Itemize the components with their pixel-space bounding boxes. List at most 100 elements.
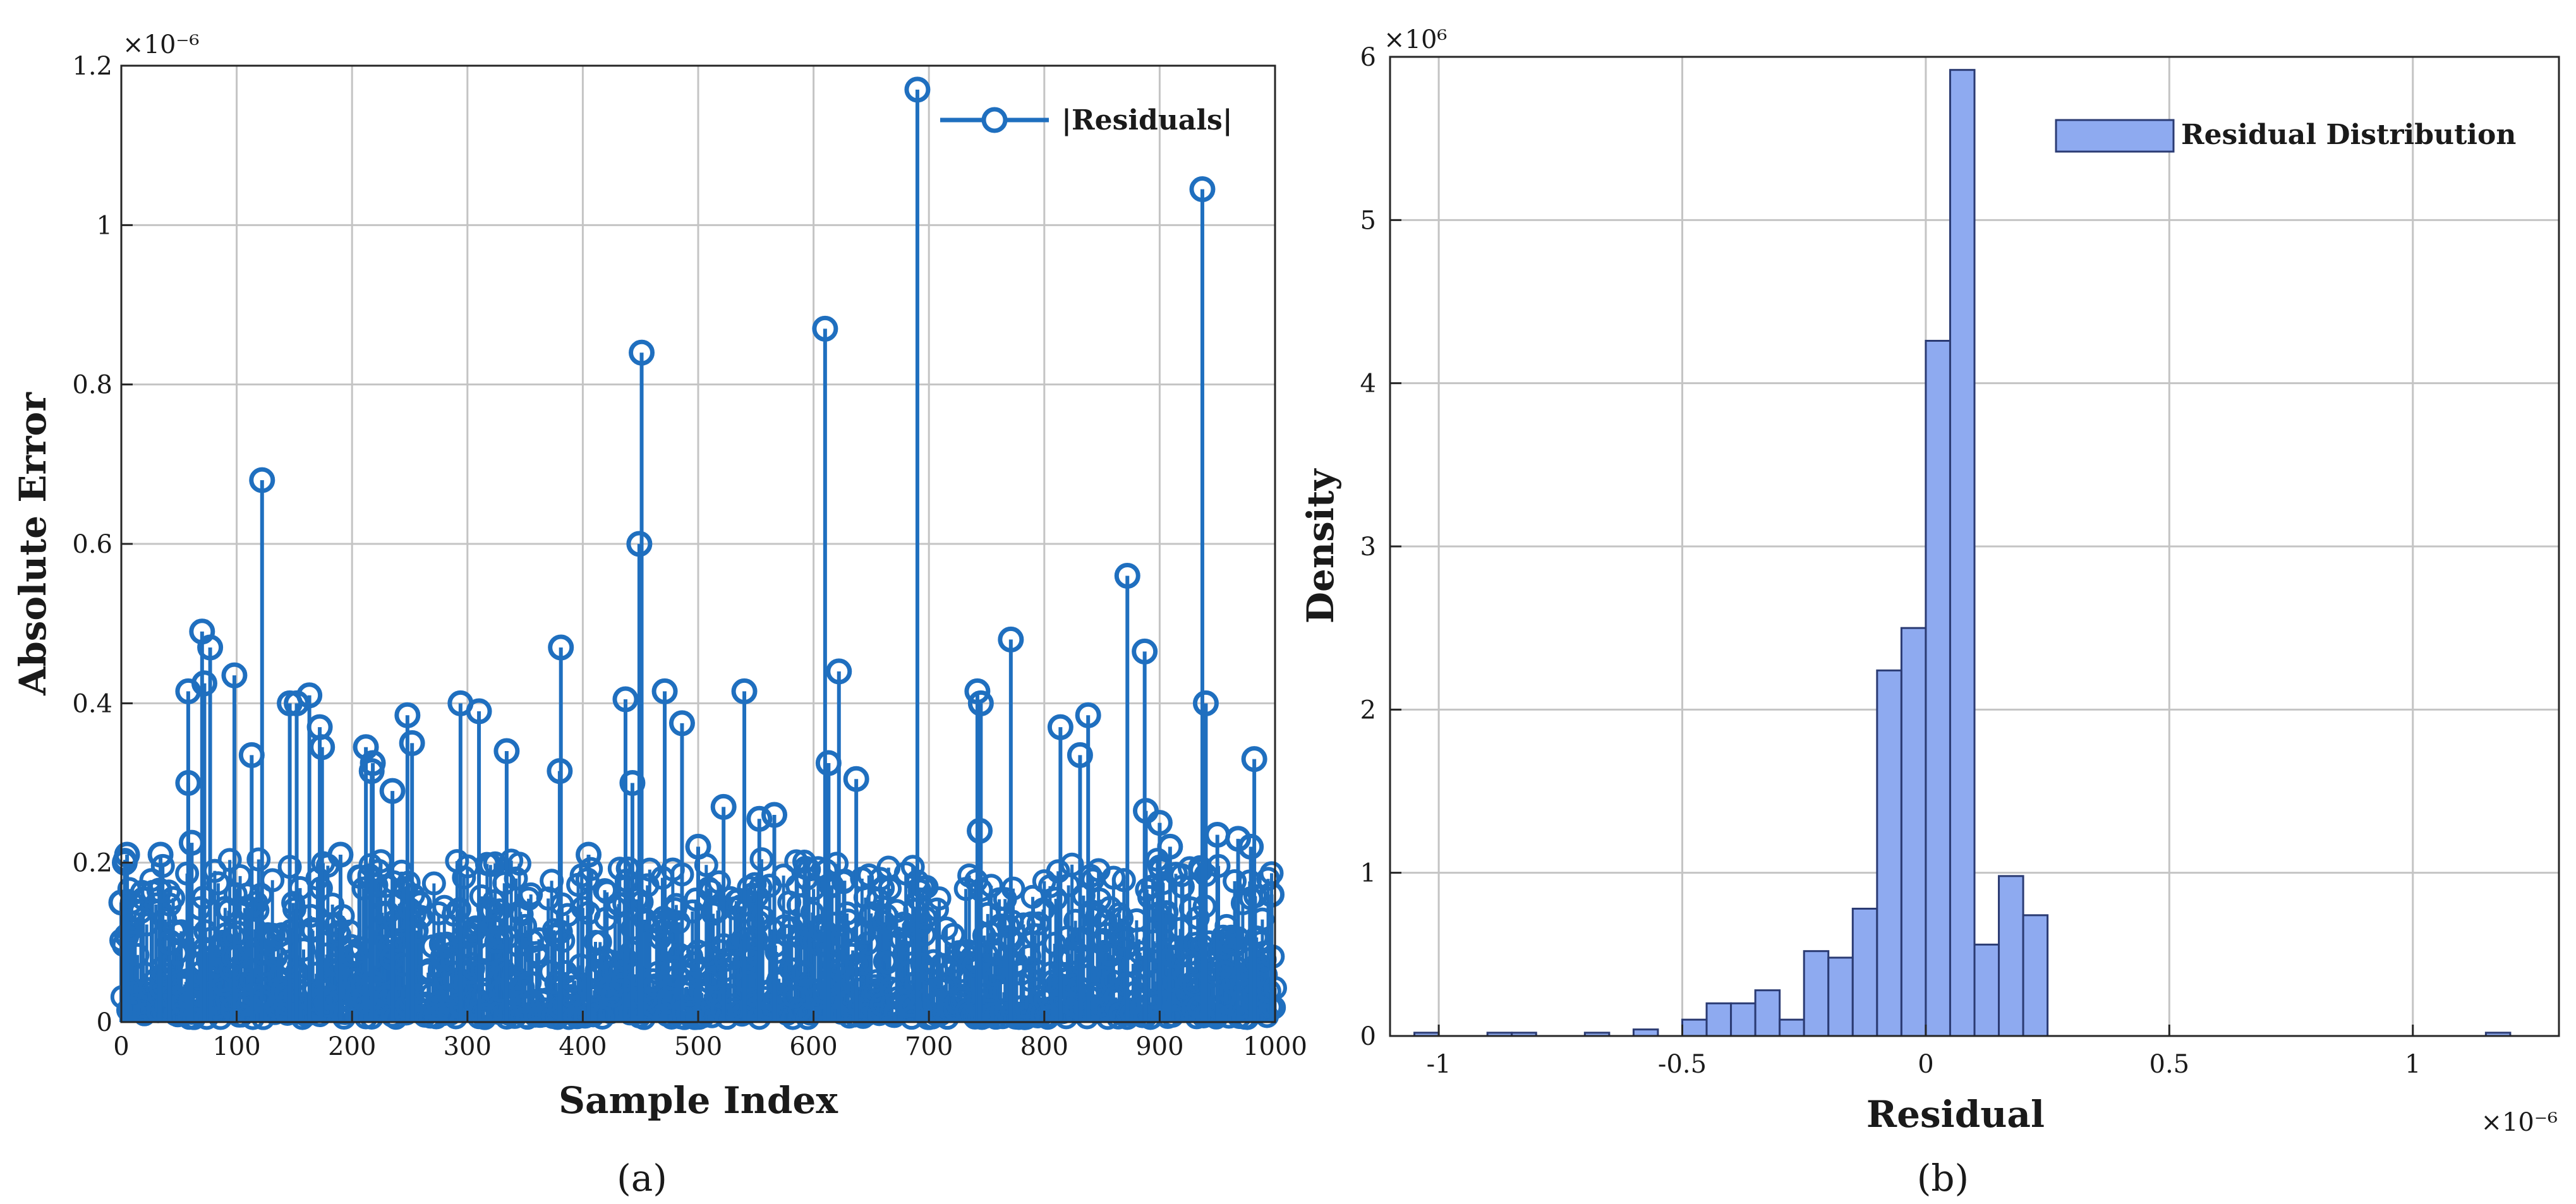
stem-marker <box>815 750 842 776</box>
stem-marker <box>1114 562 1140 589</box>
stem-marker <box>1146 810 1173 836</box>
stem-marker <box>927 886 952 911</box>
y-axis-label: Absolute Error <box>11 392 54 696</box>
stem-marker <box>706 898 730 923</box>
legend-entry: |Residuals| <box>1061 104 1233 136</box>
stem-marker <box>579 857 603 881</box>
x-tick-label: 600 <box>789 1032 837 1061</box>
stem-marker <box>551 929 576 953</box>
legend-swatch <box>2055 119 2175 153</box>
stem-marker <box>378 934 402 958</box>
stem-marker <box>991 980 1016 1004</box>
stem-series <box>108 76 1287 1030</box>
stem-marker <box>1157 833 1183 860</box>
stem-marker <box>161 886 186 910</box>
stem-marker <box>996 914 1021 939</box>
stem-marker <box>761 802 788 828</box>
stem-marker <box>358 758 385 785</box>
stem-marker <box>900 855 925 879</box>
stem-marker <box>441 902 466 927</box>
stem-marker <box>246 847 271 872</box>
stem-marker <box>1241 746 1267 773</box>
stem-marker <box>461 956 485 981</box>
stem-marker <box>114 841 140 868</box>
stem-marker <box>1192 690 1219 716</box>
x-axis-label: Sample Index <box>559 1079 838 1122</box>
y-tick-label: 5 <box>1360 206 1376 235</box>
stem-marker <box>452 865 476 890</box>
stem-marker <box>147 841 174 868</box>
y-tick-label: 0.2 <box>72 849 112 878</box>
stem-marker <box>217 848 242 872</box>
stem-marker <box>1223 869 1247 894</box>
stem-marker <box>685 833 711 860</box>
x-tick-label: 200 <box>328 1032 376 1061</box>
stem-marker <box>1204 822 1231 848</box>
stem-marker <box>178 829 205 856</box>
stem-marker <box>706 870 731 894</box>
stem-marker <box>1259 881 1285 908</box>
y-axis-exponent: ×10⁻⁶ <box>123 30 200 59</box>
histogram-bar <box>1973 943 2000 1037</box>
stem-marker <box>1067 742 1093 768</box>
stem-marker <box>1093 909 1118 934</box>
stem-marker <box>206 871 231 896</box>
panel-caption: (b) <box>1917 1157 1969 1200</box>
x-tick-label: 100 <box>212 1032 260 1061</box>
stem-marker <box>197 634 224 661</box>
stem-marker <box>1033 989 1058 1013</box>
stem-marker <box>421 871 446 896</box>
stem-marker <box>249 467 275 493</box>
histogram-bar <box>1730 1002 1757 1037</box>
x-tick-label: 0 <box>113 1032 129 1061</box>
stem-marker <box>1238 833 1264 860</box>
stem-marker <box>226 920 250 945</box>
histogram-bar <box>2022 914 2049 1037</box>
stem-marker <box>731 678 758 704</box>
stem-marker <box>1018 968 1043 992</box>
stem-marker <box>626 531 653 557</box>
stem-marker <box>826 658 852 685</box>
x-tick-label: 500 <box>674 1032 722 1061</box>
panel-caption: (a) <box>617 1157 667 1200</box>
histogram-bar <box>1876 669 1902 1037</box>
stem-marker <box>1132 638 1158 665</box>
stem-marker <box>998 626 1024 653</box>
stem-marker <box>819 873 844 898</box>
stem-marker <box>1075 702 1101 728</box>
histogram-bar <box>1851 908 1878 1037</box>
stem-marker <box>507 852 531 876</box>
stem-marker <box>898 993 922 1018</box>
legend-entry: Residual Distribution <box>2181 119 2516 151</box>
stem-marker <box>619 770 646 796</box>
y-tick-label: 0.8 <box>72 371 112 400</box>
y-tick-label: 1 <box>97 211 112 240</box>
legend: Residual Distribution <box>2055 119 2516 153</box>
stem-marker <box>1017 944 1042 968</box>
stem-marker <box>629 339 655 366</box>
x-tick-label: -1 <box>1427 1050 1451 1079</box>
stem-marker <box>765 940 789 965</box>
y-tick-label: 0 <box>1360 1022 1376 1051</box>
histogram-bar <box>1925 340 1951 1037</box>
y-tick-label: 4 <box>1360 370 1376 399</box>
histogram-bars <box>1413 69 2512 1037</box>
stem-marker <box>284 690 310 716</box>
stem-marker <box>1099 942 1123 967</box>
x-tick-label: -0.5 <box>1658 1050 1707 1079</box>
y-tick-label: 1.2 <box>72 52 112 81</box>
stem-marker <box>746 805 773 832</box>
histogram-bar <box>1949 69 1976 1037</box>
stem-marker <box>857 863 881 888</box>
stem-marker <box>668 710 695 737</box>
histogram-bar <box>1632 1028 1659 1037</box>
x-tick-label: 400 <box>559 1032 607 1061</box>
stem-marker <box>1111 868 1136 893</box>
stem-marker <box>864 978 888 1002</box>
stem-marker <box>1044 886 1068 911</box>
histogram-bar <box>1754 989 1781 1037</box>
legend: |Residuals| <box>940 104 1233 136</box>
stem-marker <box>934 916 958 941</box>
x-tick-label: 800 <box>1020 1032 1068 1061</box>
